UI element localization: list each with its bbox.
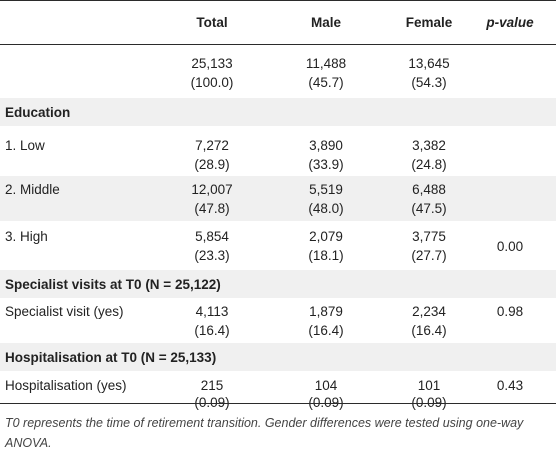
cell-total: 215 <box>200 378 224 393</box>
cell-male-pct: (48.0) <box>308 201 344 216</box>
overall-female: 13,645 <box>408 56 450 71</box>
cell-female: 101 <box>417 378 441 393</box>
cell-total-pct: (47.8) <box>194 201 230 216</box>
row-band <box>0 176 556 221</box>
header-total: Total <box>196 15 228 30</box>
section-band <box>0 270 556 298</box>
row-label: Specialist visit (yes) <box>5 304 124 319</box>
cell-male-pct: (0.09) <box>308 395 344 410</box>
header-female: Female <box>405 15 453 30</box>
cell-total-pct: (28.9) <box>194 157 230 172</box>
row-label: 1. Low <box>5 138 45 153</box>
section-title-hospitalisation: Hospitalisation at T0 (N = 25,133) <box>5 350 217 365</box>
section-title-specialist: Specialist visits at T0 (N = 25,122) <box>5 277 221 292</box>
cell-total-pct: (0.09) <box>194 395 230 410</box>
cell-p-value: 0.43 <box>496 378 524 393</box>
cell-male: 3,890 <box>309 138 343 153</box>
cell-total: 4,113 <box>195 304 229 319</box>
overall-total: 25,133 <box>191 56 233 71</box>
cell-female-pct: (16.4) <box>411 323 447 338</box>
table-bottom-rule <box>0 403 556 404</box>
cell-male-pct: (16.4) <box>308 323 344 338</box>
cell-total: 5,854 <box>195 229 229 244</box>
table-header: Total Male Female p-value <box>0 0 556 45</box>
cell-total: 12,007 <box>191 182 233 197</box>
cell-female-pct: (0.09) <box>411 395 447 410</box>
overall-male: 11,488 <box>305 56 347 71</box>
overall-male-pct: (45.7) <box>308 75 344 90</box>
cell-male: 2,079 <box>309 229 343 244</box>
cell-total: 7,272 <box>195 138 229 153</box>
cell-total-pct: (16.4) <box>194 323 230 338</box>
cell-female: 3,382 <box>412 138 446 153</box>
header-p-value: p-value <box>486 15 534 30</box>
table-footnote: T0 represents the time of retirement tra… <box>5 416 524 450</box>
section-band <box>0 343 556 371</box>
row-label: 2. Middle <box>5 182 60 197</box>
cell-female: 6,488 <box>412 182 446 197</box>
cell-female-pct: (47.5) <box>411 201 447 216</box>
section-band <box>0 98 556 126</box>
header-male: Male <box>310 15 341 30</box>
cell-p-value: 0.00 <box>496 239 524 254</box>
cell-male-pct: (18.1) <box>308 248 344 263</box>
overall-female-pct: (54.3) <box>411 75 447 90</box>
cell-p-value: 0.98 <box>496 304 524 319</box>
row-label: Hospitalisation (yes) <box>5 378 127 393</box>
cell-total-pct: (23.3) <box>194 248 230 263</box>
cell-female: 2,234 <box>412 304 446 319</box>
cell-female-pct: (27.7) <box>411 248 447 263</box>
cell-female: 3,775 <box>412 229 446 244</box>
row-label: 3. High <box>5 229 48 244</box>
cell-male: 1,879 <box>309 304 343 319</box>
overall-total-pct: (100.0) <box>190 75 234 90</box>
cell-male: 5,519 <box>309 182 343 197</box>
cell-female-pct: (24.8) <box>411 157 447 172</box>
cell-male-pct: (33.9) <box>308 157 344 172</box>
section-title-education: Education <box>5 105 71 120</box>
cell-male: 104 <box>314 378 338 393</box>
